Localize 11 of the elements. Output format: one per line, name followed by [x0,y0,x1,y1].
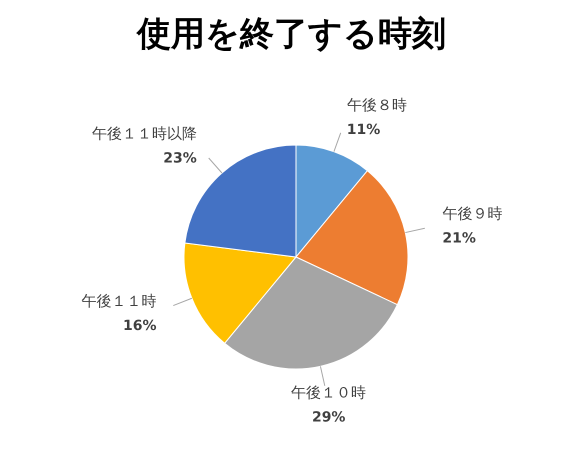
data-label: 21% [442,230,476,246]
chart-title: 使用を終了する時刻 [135,13,447,56]
slice-label: 午後１１時 [82,292,157,310]
slice-label: 午後９時 [442,204,502,222]
data-label: 16% [123,318,157,334]
slice-label: 午後１０時 [291,383,366,402]
data-label: 11% [346,122,380,138]
slice-label: 午後８時 [346,96,407,114]
data-label: 29% [312,409,346,426]
data-label: 23% [163,150,197,166]
slice-label: 午後１１時以降 [92,124,197,142]
